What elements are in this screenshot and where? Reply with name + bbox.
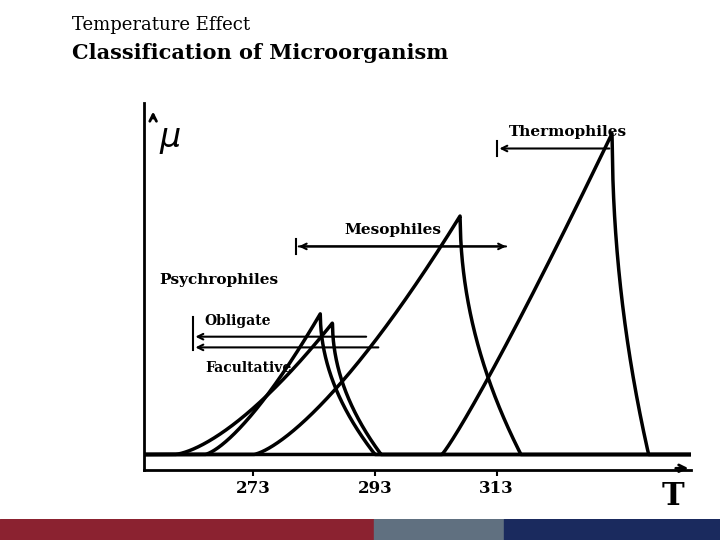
Text: Mesophiles: Mesophiles [345,223,441,237]
Text: $\mu$: $\mu$ [159,124,181,156]
Text: Facultative: Facultative [204,361,291,375]
Bar [374,519,504,540]
Bar [504,519,720,540]
Text: Temperature Effect: Temperature Effect [72,16,250,34]
Bar [0,519,374,540]
Text: Classification of Microorganism: Classification of Microorganism [72,43,449,63]
Text: T: T [662,481,684,511]
Text: Psychrophiles: Psychrophiles [159,273,279,287]
Text: Thermophiles: Thermophiles [509,125,627,139]
Text: Obligate: Obligate [204,314,271,327]
